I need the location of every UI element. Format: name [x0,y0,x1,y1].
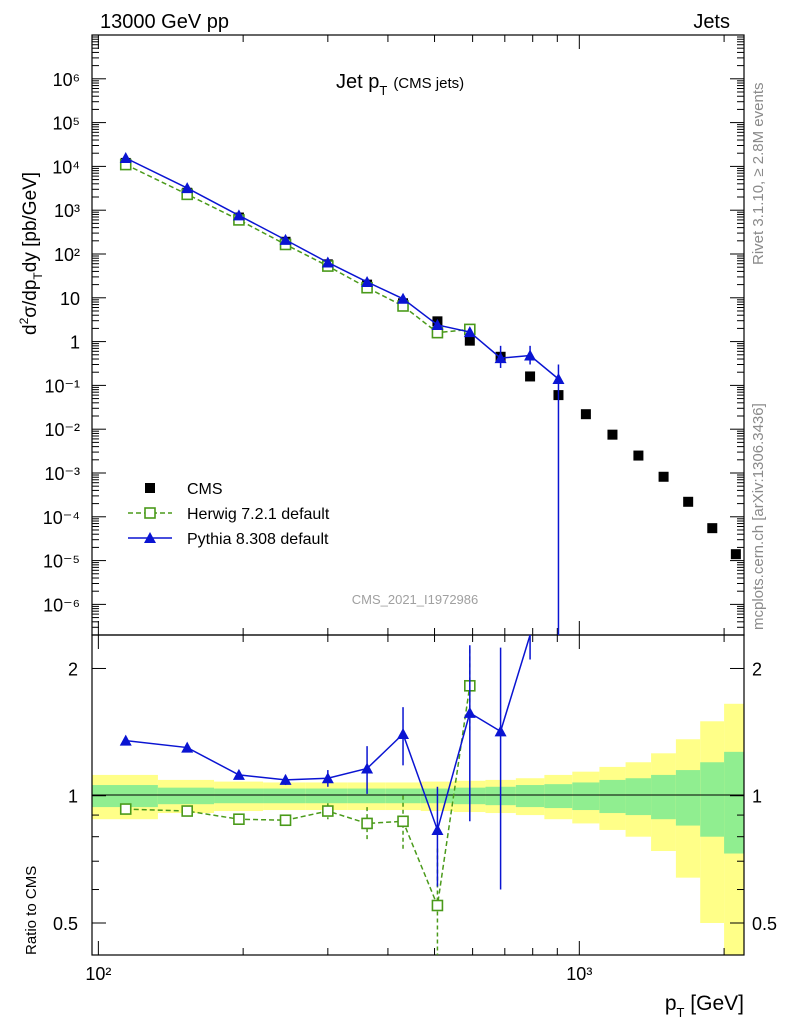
y-tick-label: 10 [60,289,80,309]
ratio-data-point [279,773,292,785]
legend-marker [144,532,156,543]
inner-band-bin [544,784,573,809]
plot-title-main: Jet p [336,71,379,93]
header-left: 13000 GeV pp [100,11,229,33]
inner-band-bin [675,770,701,826]
data-series [119,152,741,955]
inner-band-bin [625,778,652,816]
ratio-data-point [361,817,373,830]
ratio-y-axis-label: Ratio to CMS [23,866,40,955]
inner-band-bin [347,788,386,804]
y-tick-label: 10⁻⁶ [43,595,80,615]
tick-labels: 10² 10³ 10⁻⁶ 10⁻⁵ 10⁻⁴ 10⁻³ 10⁻² 10⁻¹ 1 10 10² 10³ 1… [43,70,777,984]
ratio-data-point [119,734,132,746]
ratio-data-point [233,813,245,826]
y-tick-label: 1 [70,333,80,353]
axes-ticks [92,34,744,955]
data-point [658,471,669,482]
data-point [431,318,444,330]
ratio-data-point [321,772,334,784]
inner-band-bin [700,762,725,837]
ratio-y-tick-label: 0.5 [53,914,78,934]
series-line [125,157,559,380]
inner-band-bin [157,787,215,805]
ratio-y-tick-label-right: 1 [752,787,762,807]
ratio-data-point [322,805,334,817]
y-tick-label: 10⁻² [44,420,80,440]
legend-label: Pythia 8.308 default [187,531,329,548]
legend-label: CMS [187,481,223,498]
data-point [397,292,410,304]
data-point [464,335,475,346]
data-point [580,409,591,420]
data-point [279,233,292,245]
ratio-data-point [232,768,245,780]
y-axis-label: d2σ/dpTdy [pb/GeV] [17,172,45,335]
ratio-data-point [494,725,507,737]
inner-band-bin [214,788,264,804]
ratio-y-tick-label: 2 [68,659,78,679]
ratio-y-tick-label-right: 2 [752,659,762,679]
y-tick-label: 10² [54,245,80,265]
inner-band-bin [92,785,158,808]
data-point [607,429,618,440]
data-point [119,152,132,164]
data-point [463,326,476,338]
side-label-rivet: Rivet 3.1.10, ≥ 2.8M events [750,83,767,266]
x-tick-label: 10² [85,964,111,984]
y-tick-label: 10³ [54,201,80,221]
ratio-y-tick-label-right: 0.5 [752,914,777,934]
legend: CMS Herwig 7.2.1 default Pythia 8.308 defa… [128,481,330,548]
y-tick-label: 10⁴ [52,157,80,177]
y-tick-label: 10⁻¹ [44,376,80,396]
inner-band-bin [599,779,626,814]
plot-title-note: (CMS jets) [393,75,464,92]
ratio-data-point [181,805,193,817]
x-tick-label: 10³ [566,964,592,984]
x-axis-label: pT [GeV] [665,992,744,1020]
plot-title: Jet pT (CMS jets) [336,71,464,98]
data-point [321,256,334,268]
data-point [525,371,536,382]
ratio-data-point [361,762,374,774]
ratio-data-point [397,727,410,739]
legend-marker [145,483,155,493]
y-tick-label: 10⁻³ [44,464,80,484]
ratio-data-point [119,803,132,815]
side-label-mcplots: mcplots.cern.ch [arXiv:1306.3436] [750,403,767,630]
legend-label: Herwig 7.2.1 default [187,506,330,523]
legend-marker [144,507,156,519]
watermark: CMS_2021_I1972986 [352,592,479,607]
inner-band-bin [515,785,545,808]
y-tick-label: 10⁻⁵ [43,552,80,572]
plot-title-sub: T [379,83,387,98]
data-point [232,209,245,221]
inner-band-bin [572,782,600,811]
header-right: Jets [693,11,730,33]
data-point [707,523,718,534]
data-point [633,450,644,461]
y-tick-label: 10⁶ [53,70,80,90]
y-tick-label: 10⁻⁴ [43,508,80,528]
data-point [683,496,694,507]
inner-band-bin [263,788,306,804]
ratio-data-point [431,823,444,835]
inner-band-bin [305,788,348,804]
data-point [181,182,194,194]
ratio-data-point [279,814,292,827]
ratio-data-point [397,815,409,828]
series-line [125,163,470,334]
ratio-data-point [431,899,444,912]
ratio-uncertainty-bands [92,703,744,955]
inner-band-bin [724,751,744,854]
ratio-y-tick-label: 1 [68,787,78,807]
data-point [730,549,741,560]
ratio-data-point [181,741,194,753]
inner-band-bin [651,774,676,820]
ratio-data-point [463,706,476,718]
y-tick-label: 10⁵ [53,114,80,134]
data-point [361,275,374,287]
